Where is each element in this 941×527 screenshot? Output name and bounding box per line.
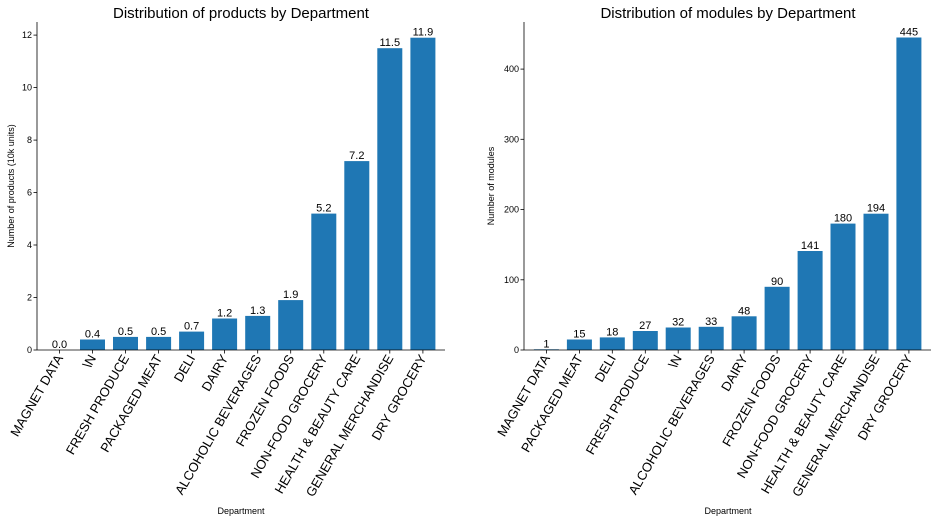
y-axis-label: Number of products (10k units) [6, 124, 16, 248]
bar-value-label: 141 [801, 240, 819, 252]
x-tick-label: DAIRY [198, 352, 231, 394]
bar-value-label: 194 [867, 203, 885, 215]
bar-value-label: 15 [573, 329, 585, 341]
bar-value-label: 1.3 [250, 305, 265, 317]
bar [896, 37, 922, 350]
x-tick-label: PACKAGED MEAT [97, 352, 165, 455]
x-axis-label: Department [704, 506, 752, 516]
bar-value-label: 7.2 [349, 150, 364, 162]
y-tick-label: 400 [504, 64, 519, 74]
y-tick-label: 100 [504, 275, 519, 285]
bar [566, 339, 592, 350]
bar-value-label: 0.7 [184, 321, 199, 333]
bar [410, 37, 436, 350]
x-tick-label: \N [80, 352, 99, 371]
y-tick-label: 0 [27, 345, 32, 355]
bar [731, 316, 757, 350]
bar [797, 251, 823, 350]
bar [632, 331, 658, 350]
bar [764, 286, 790, 350]
chart-title: Distribution of products by Department [113, 5, 370, 22]
bar-value-label: 1.9 [283, 289, 298, 301]
bar [146, 336, 172, 350]
y-tick-label: 6 [27, 188, 32, 198]
bar-value-label: 11.9 [413, 27, 434, 39]
bar-value-label: 0.5 [151, 326, 166, 338]
bar-value-label: 180 [834, 213, 852, 225]
x-tick-label: \N [665, 352, 684, 371]
x-tick-label: DELI [171, 352, 198, 385]
y-axis-label: Number of modules [486, 146, 496, 225]
bar [599, 337, 625, 350]
bar [698, 326, 724, 350]
bar-value-label: 90 [771, 276, 783, 288]
x-tick-label: DAIRY [718, 352, 751, 394]
bar [245, 315, 271, 350]
y-tick-label: 300 [504, 134, 519, 144]
y-tick-label: 2 [27, 293, 32, 303]
y-tick-label: 12 [22, 30, 32, 40]
bar-value-label: 5.2 [316, 203, 331, 215]
modules-chart: Distribution of modules by Department 1 15… [486, 5, 931, 516]
y-tick-label: 8 [27, 135, 32, 145]
bar [80, 339, 105, 350]
bar [278, 300, 304, 350]
bar-value-label: 1 [543, 338, 549, 350]
bar-value-label: 11.5 [380, 37, 401, 49]
x-tick-label: FRESH PRODUCE [583, 352, 652, 457]
products-chart: Distribution of products by Department 0.… [6, 5, 445, 516]
bar-value-label: 32 [672, 317, 684, 329]
bar [344, 161, 370, 350]
bar-value-label: 33 [705, 316, 717, 328]
bar-value-label: 0.5 [118, 326, 133, 338]
y-tick-label: 0 [514, 345, 519, 355]
bar-value-label: 27 [639, 320, 651, 332]
x-tick-label: MAGNET DATA [7, 352, 66, 439]
x-axis-label: Department [217, 506, 265, 516]
x-tick-label: DELI [591, 352, 618, 385]
y-tick-label: 200 [504, 205, 519, 215]
bar [311, 213, 337, 350]
bar [212, 318, 238, 350]
bar-value-label: 48 [738, 305, 750, 317]
y-tick-label: 4 [27, 240, 32, 250]
y-tick-label: 10 [22, 83, 32, 93]
bar-value-label: 0.0 [52, 339, 67, 351]
x-tick-label: PACKAGED MEAT [518, 352, 586, 455]
bar-value-label: 0.4 [85, 329, 100, 341]
chart-title: Distribution of modules by Department [600, 5, 856, 22]
bar [179, 331, 205, 350]
bar [113, 336, 138, 350]
bar [377, 48, 403, 350]
bar-value-label: 1.2 [217, 308, 232, 320]
bar [830, 223, 856, 350]
bar [665, 327, 691, 350]
bar [863, 213, 889, 350]
bar-value-label: 18 [606, 326, 618, 338]
bar-value-label: 445 [900, 27, 918, 39]
